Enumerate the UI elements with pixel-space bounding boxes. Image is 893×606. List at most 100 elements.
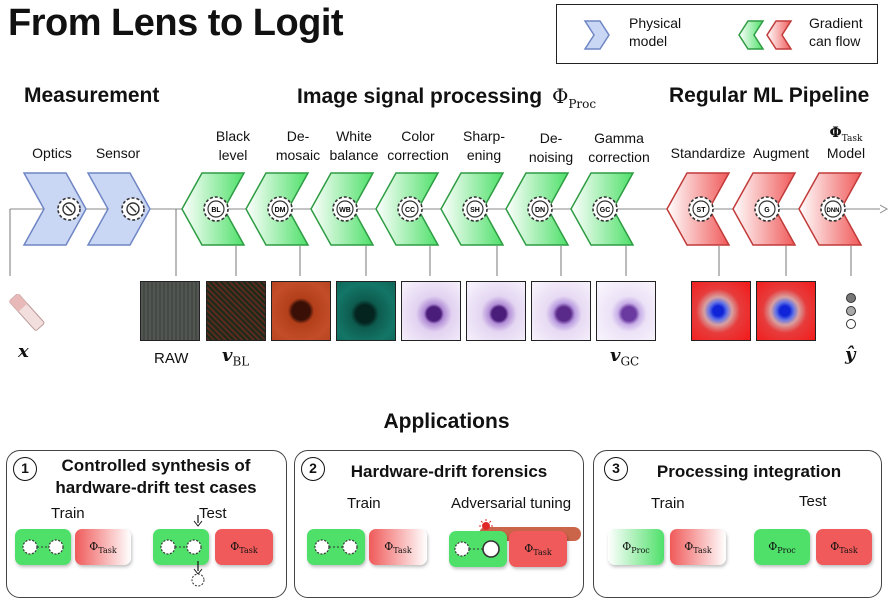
measurement-heading: Measurement [24, 84, 160, 107]
alert-icon [479, 519, 493, 530]
phi-task-sub: Task [693, 546, 712, 556]
thumb-demosaic [271, 281, 331, 341]
box-train-label: Train [347, 495, 381, 512]
stage-code: DN [535, 207, 545, 214]
train-isp-block [307, 529, 365, 565]
pipeline-axis-arrow [879, 204, 889, 214]
thumb-white-balance [336, 281, 396, 341]
gear-icon: GC [592, 196, 618, 222]
train-task-block: ΦTask [75, 529, 131, 565]
page-title: From Lens to Logit [8, 2, 344, 44]
stage-label-sharpening: Sharp- ening [462, 128, 506, 163]
chevron-dn: DN [505, 172, 570, 246]
train-proc-block: ΦProc [608, 529, 664, 565]
application-box-3: 3 Processing integration Train Test ΦPro… [593, 450, 882, 598]
stage-label-denoising: De- noising [528, 130, 574, 165]
output-probabilities-icon [846, 293, 856, 329]
phi-task: Φ [684, 540, 694, 553]
thumb-black-level [206, 281, 266, 341]
gear-icon: ST [688, 196, 714, 222]
gear-icon: DNN [820, 196, 846, 222]
model-symbol: ΦTask [818, 124, 874, 149]
phi-proc: Φ [622, 540, 632, 553]
phi-task: Φ [230, 540, 240, 553]
stage-label-black-level: Black level [215, 128, 251, 163]
stage-label-standardize: Standardize [670, 145, 746, 161]
gear-icon: BL [203, 196, 229, 222]
box-number: 2 [301, 457, 325, 481]
microscope-slide-icon [8, 294, 45, 331]
stage-code: GC [600, 207, 611, 214]
box-test-label: Test [199, 505, 227, 522]
applications-heading: Applications [383, 410, 510, 433]
thumb-sharpening [466, 281, 526, 341]
stage-label-color-correction: Color correction [387, 128, 449, 163]
test-task-block: ΦTask [215, 529, 273, 565]
v-gc-sub: GC [620, 354, 640, 369]
v-gc-symbol: vGC [610, 345, 639, 369]
train-task-block: ΦTask [670, 529, 726, 565]
phi-proc-sub: Proc [631, 546, 650, 556]
box-number: 1 [13, 457, 37, 481]
gear-icon: DM [267, 196, 293, 222]
gear-icon [57, 197, 81, 221]
chevron-dm: DM [245, 172, 310, 246]
x-symbol: x [18, 341, 29, 362]
gear-icon: SH [462, 196, 488, 222]
phi-task: Φ [830, 540, 840, 553]
phi-task-sub: Task [98, 546, 117, 556]
chevron-optics [22, 172, 87, 246]
application-box-2: 2 Hardware-drift forensics Train Adversa… [294, 450, 584, 598]
phi-proc: Φ [768, 540, 778, 553]
thumb-raw [140, 281, 200, 341]
phi-task-sub: Task [839, 546, 858, 556]
test-task-block: ΦTask [816, 529, 872, 565]
legend-physical-label: Physical model [629, 15, 682, 49]
stage-label-augment: Augment [752, 145, 810, 161]
gear-icon: DN [527, 196, 553, 222]
isp-heading: Image signal processing ΦProc [297, 84, 596, 111]
phi-task: Φ [524, 542, 534, 555]
gear-icon [121, 197, 145, 221]
raw-label: RAW [154, 350, 189, 367]
phi-task: Φ [89, 540, 99, 553]
box-train-label: Train [651, 495, 685, 512]
train-isp-block [15, 529, 71, 565]
model-symbol-phi: Φ [829, 125, 842, 141]
legend: Physical model Gradient can flow [556, 4, 878, 64]
chevron-st: ST [666, 172, 731, 246]
box-title: Controlled synthesis of hardware-drift t… [55, 456, 257, 497]
v-bl-letter: v [222, 345, 233, 366]
stage-label-sensor: Sensor [95, 145, 141, 161]
chevron-cc: CC [375, 172, 440, 246]
phi-task-sub: Task [533, 548, 552, 558]
gradient-chevrons-icon [738, 20, 793, 50]
ml-heading: Regular ML Pipeline [669, 84, 870, 107]
isp-symbol-sub: Proc [568, 97, 597, 112]
box-test-label: Test [799, 493, 827, 510]
box-title: Hardware-drift forensics [350, 462, 548, 481]
thumb-standardize [691, 281, 751, 341]
chevron-sh: SH [440, 172, 505, 246]
adversarial-task-block: ΦTask [509, 531, 567, 567]
chevron-gc: GC [570, 172, 635, 246]
gear-icon: G [754, 196, 780, 222]
model-symbol-sub: Task [841, 133, 863, 144]
thumb-gamma [596, 281, 656, 341]
box-number: 3 [604, 457, 628, 481]
thumb-denoising [531, 281, 591, 341]
phi-task-sub: Task [393, 546, 412, 556]
stage-label-white-balance: White balance [329, 128, 379, 163]
isp-heading-text: Image signal processing [297, 85, 543, 108]
phi-task: Φ [384, 540, 394, 553]
box-train-label: Train [51, 505, 85, 522]
pipeline-diagram: BL DM WB CC SH DN GC ST G DNN [9, 172, 889, 276]
box-title: Processing integration [656, 462, 842, 481]
stage-code: SH [470, 207, 480, 214]
legend-gradient-label: Gradient can flow [809, 15, 863, 49]
thumb-color-correction [401, 281, 461, 341]
y-hat-symbol: ŷ [845, 344, 856, 365]
chevron-wb: WB [310, 172, 375, 246]
thumb-augment [756, 281, 816, 341]
stage-code: DNN [827, 208, 840, 214]
